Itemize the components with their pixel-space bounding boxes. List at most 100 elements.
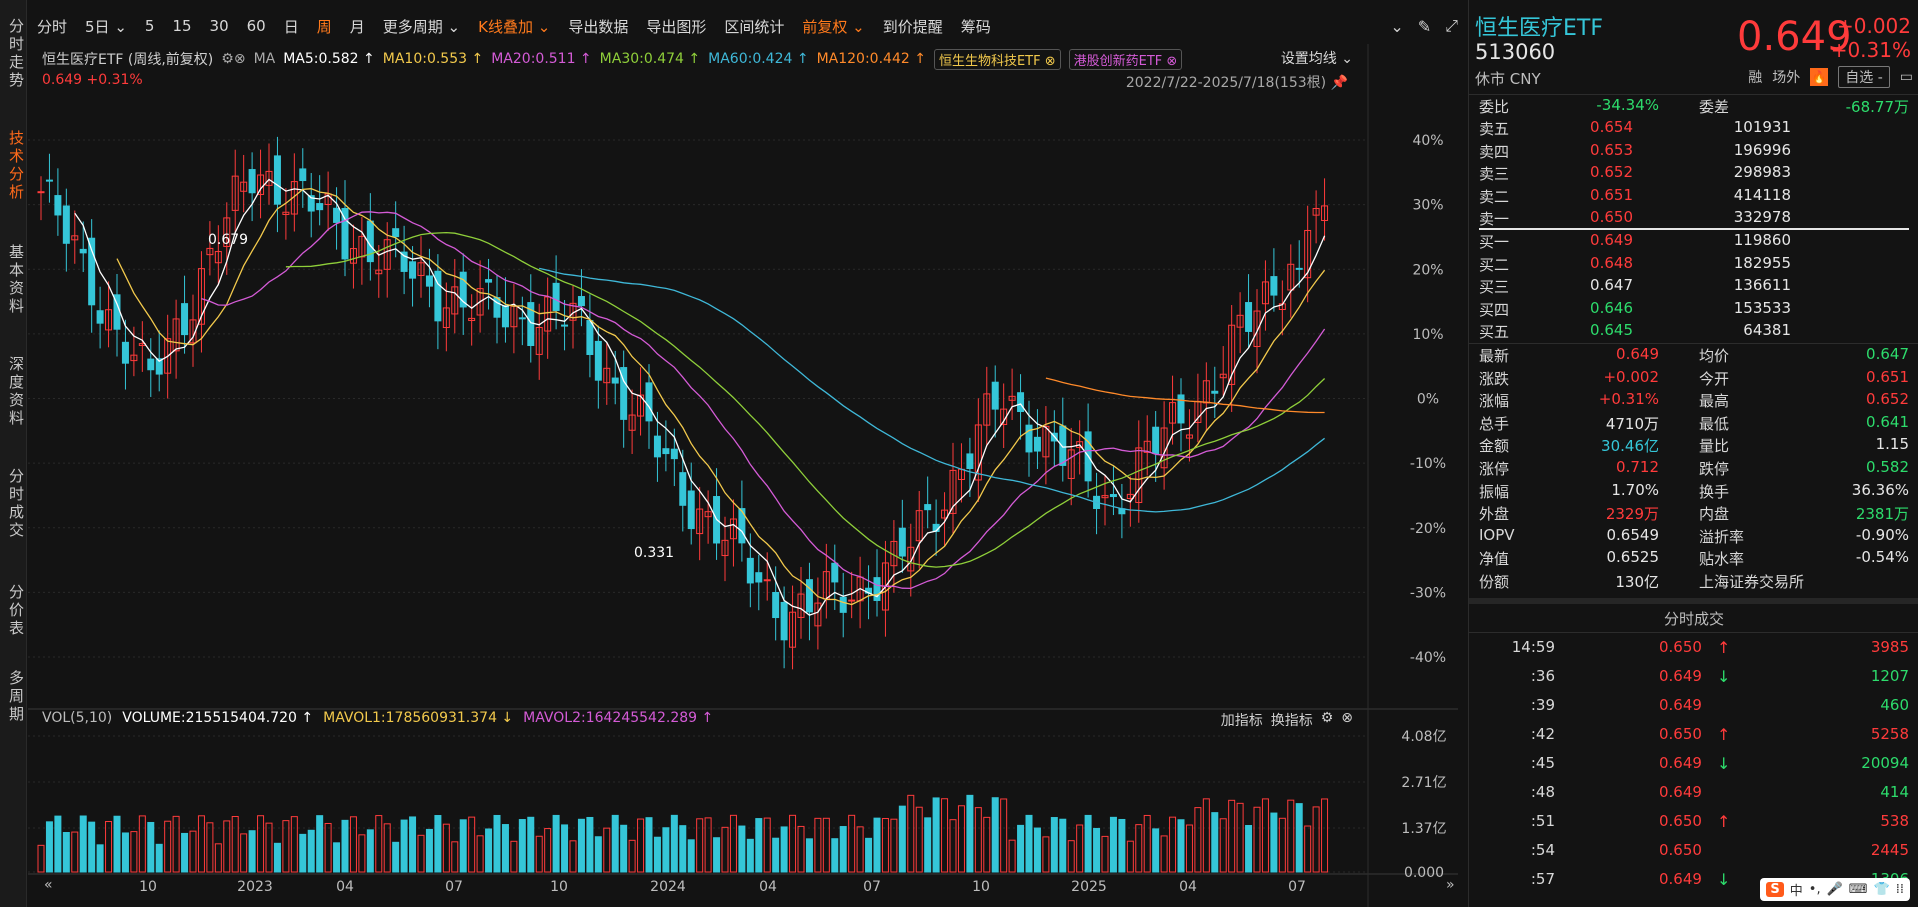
volume-bar (1270, 812, 1278, 873)
draw-pen-icon[interactable]: ✎ (1417, 16, 1432, 36)
candle-body (231, 175, 239, 211)
indicator-close-icon[interactable]: ⊗ (1341, 710, 1353, 726)
candle-body (1042, 425, 1050, 458)
buy-level-label: 买二 (1479, 255, 1510, 274)
set-ma-button[interactable]: 设置均线 ⌄ (1280, 51, 1353, 67)
volume-bar (1278, 817, 1286, 873)
stat-value: -0.54% (1855, 548, 1909, 567)
offexchange-button[interactable]: 场外 (1772, 70, 1801, 86)
volume-bar (704, 817, 712, 873)
ma120-line (1045, 377, 1325, 414)
trade-volume: 1207 (1870, 667, 1909, 685)
ime-toolbar[interactable]: S 中 •, 🎤 ⌨ 👕 ⁞⁞ (1760, 878, 1910, 901)
candle-body (164, 338, 172, 374)
left-nav-item-3[interactable]: 深度资料 (7, 356, 25, 428)
candle-body (603, 367, 611, 384)
toolbar-item-13[interactable]: 区间统计 (724, 17, 785, 36)
microphone-icon[interactable]: 🎤 (1826, 882, 1843, 897)
more-icon[interactable]: ▭ (1899, 69, 1913, 85)
x-tick-label: 2025 (1071, 879, 1107, 895)
ime-punct[interactable]: •, (1808, 882, 1821, 897)
fullscreen-icon[interactable]: ⤢ (1445, 16, 1458, 35)
sogou-icon[interactable]: S (1766, 882, 1784, 897)
volume-bar (1008, 839, 1016, 873)
toolbar-item-2[interactable]: 5 (144, 17, 155, 35)
volume-bar (772, 837, 780, 873)
candle-body (586, 320, 594, 356)
keyboard-icon[interactable]: ⌨ (1848, 882, 1868, 897)
volume-bar (1084, 814, 1092, 873)
margin-badge[interactable]: 融 (1748, 70, 1763, 86)
dropdown-icon[interactable]: ⌄ (1390, 16, 1404, 36)
volume-value: VOLUME:215515404.720 ↑ (122, 710, 314, 726)
add-indicator-button[interactable]: 加指标 (1220, 713, 1263, 729)
volume-bar (603, 827, 611, 873)
overlay-chip-pharma-etf[interactable]: 港股创新药ETF ⊗ (1068, 48, 1183, 70)
toolbar-item-5[interactable]: 60 (246, 17, 266, 35)
indicator-settings-icon[interactable]: ⚙ (1320, 710, 1334, 726)
candle-body (425, 275, 433, 287)
kline-chart-area[interactable]: 40% 30% 20% 10% 0% -10% -20% -30% -40% 4.08亿 2.71亿… (28, 44, 1458, 907)
trade-price: 0.649 (1659, 870, 1702, 888)
toolbar-item-10[interactable]: K线叠加 ⌄ (478, 17, 551, 36)
stat-label: 净值 (1479, 550, 1510, 569)
fire-icon[interactable]: 🔥 (1810, 68, 1829, 86)
volume-bar (1050, 817, 1058, 873)
left-nav-item-6[interactable]: 多周期 (7, 670, 25, 724)
trade-price: 0.650 (1659, 841, 1702, 859)
toolbar-item-1[interactable]: 5日 ⌄ (85, 17, 127, 36)
stat-label: 最高 (1699, 392, 1730, 411)
volume-bar (214, 843, 222, 873)
candle-body (375, 269, 383, 275)
buy-level-price: 0.645 (1590, 321, 1633, 339)
skin-icon[interactable]: 👕 (1873, 882, 1890, 897)
left-nav-item-1[interactable]: 技术分析 (0, 126, 27, 246)
stat-value: 0.6525 (1606, 548, 1660, 567)
volume-bar (797, 825, 805, 873)
toolbar-item-8[interactable]: 月 (349, 17, 365, 36)
candle-body (738, 508, 746, 544)
kline-chart-svg[interactable]: 40% 30% 20% 10% 0% -10% -20% -30% -40% 4.08亿 2.71亿… (28, 44, 1458, 907)
stat-value: 2329万 (1605, 505, 1659, 524)
left-nav-item-2[interactable]: 基本资料 (7, 244, 25, 316)
pin-icon[interactable]: 📌 (1330, 75, 1348, 91)
volume-bar (501, 824, 509, 873)
stat-value: 0.647 (1866, 345, 1909, 363)
volume-bar (1185, 824, 1193, 873)
ma20-line (201, 211, 1326, 590)
toolbar-icons: ⌄ ✎ ⤢ (1390, 8, 1458, 44)
toolbar-item-7[interactable]: 周 (316, 17, 332, 36)
switch-indicator-button[interactable]: 换指标 (1270, 713, 1313, 729)
toolbar-item-6[interactable]: 日 (283, 17, 299, 36)
toolbar-item-0[interactable]: 分时 (37, 17, 68, 36)
trade-volume: 2445 (1870, 841, 1909, 859)
candle-body (1185, 434, 1193, 439)
volume-bar (662, 827, 670, 873)
toolbar-item-12[interactable]: 导出图形 (646, 17, 707, 36)
toolbar-item-11[interactable]: 导出数据 (568, 17, 629, 36)
toolbar: 分时 5日 ⌄ 5 15 30 60 日周月更多周期 ⌄ K线叠加 ⌄ 导出数据 导出图形 区间统计… (28, 8, 1458, 44)
toolbar-item-4[interactable]: 30 (209, 17, 229, 35)
left-nav-item-4[interactable]: 分时成交 (7, 468, 25, 540)
overlay-chip-bio-etf[interactable]: 恒生生物科技ETF ⊗ (933, 48, 1061, 70)
pct-tick-label: -30% (1410, 585, 1446, 601)
grid-icon[interactable]: ⁞⁞ (1895, 882, 1904, 897)
left-nav-item-5[interactable]: 分价表 (7, 584, 25, 638)
toolbar-item-16[interactable]: 筹码 (960, 17, 991, 36)
toolbar-item-9[interactable]: 更多周期 ⌄ (382, 17, 461, 36)
candle-body (561, 324, 569, 327)
toolbar-item-14[interactable]: 前复权 ⌄ (802, 17, 865, 36)
ma-settings-icon[interactable]: ⚙⊗ (221, 51, 246, 67)
left-nav-item-0[interactable]: 分时走势 (7, 18, 25, 90)
toolbar-item-3[interactable]: 15 (172, 17, 192, 35)
pct-tick-label: 30% (1412, 198, 1443, 214)
volume-bar (687, 839, 695, 873)
ime-chinese[interactable]: 中 (1789, 884, 1803, 899)
buy-level-row: 买五 0.645 64381 (1469, 321, 1918, 343)
pct-tick-label: -40% (1410, 650, 1446, 666)
candle-body (1059, 425, 1067, 466)
volume-bar (417, 834, 425, 873)
watchlist-button[interactable]: 自选 - (1838, 66, 1890, 88)
toolbar-item-15[interactable]: 到价提醒 (882, 17, 943, 36)
volume-bar (746, 838, 754, 873)
